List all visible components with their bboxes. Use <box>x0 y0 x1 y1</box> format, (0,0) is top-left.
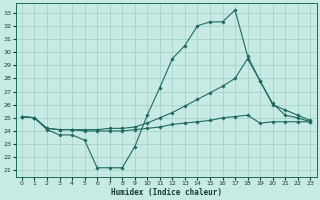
X-axis label: Humidex (Indice chaleur): Humidex (Indice chaleur) <box>111 188 221 197</box>
